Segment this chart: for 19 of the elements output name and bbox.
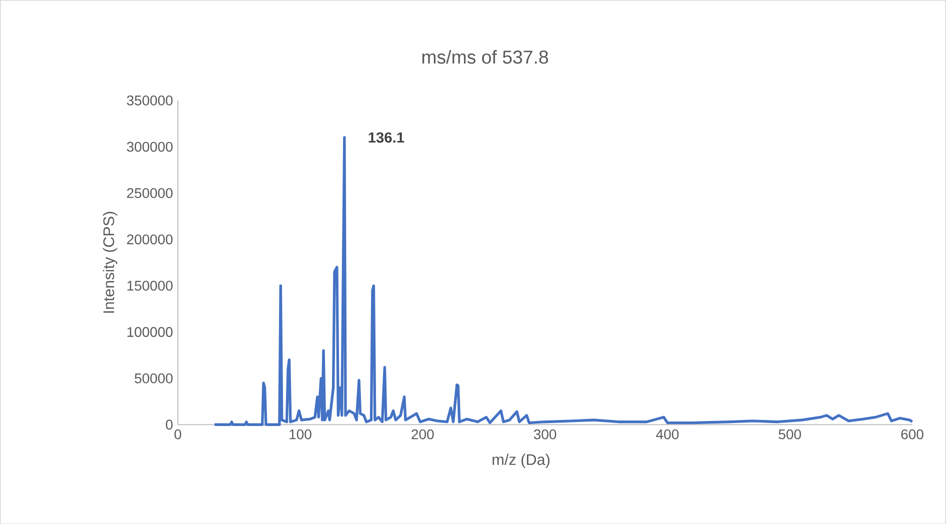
- y-tick-label: 300000: [126, 142, 173, 152]
- x-tick-label: 300: [534, 429, 556, 440]
- x-tick-label: 400: [656, 429, 679, 440]
- y-tick-label: 350000: [126, 95, 173, 106]
- chart-title: ms/ms of 537.8: [422, 50, 548, 64]
- y-tick-label: 250000: [127, 188, 173, 198]
- x-tick-label: 500: [778, 429, 801, 440]
- x-tick-label: 0: [174, 429, 182, 440]
- x-tick-label: 100: [290, 429, 312, 440]
- annotation: 136.1: [368, 132, 404, 143]
- y-tick-label: 0: [166, 419, 173, 430]
- x-tick-label: 200: [412, 429, 434, 440]
- y-tick-label: 50000: [134, 373, 173, 384]
- y-tick-label: 100000: [127, 326, 173, 337]
- y-tick-label: 150000: [127, 280, 173, 290]
- x-axis-title: m/z (Da): [492, 454, 550, 468]
- y-tick-label: 200000: [127, 234, 173, 244]
- x-tick-label: 600: [901, 429, 924, 440]
- y-axis-title: Intensity (CPS): [102, 212, 118, 312]
